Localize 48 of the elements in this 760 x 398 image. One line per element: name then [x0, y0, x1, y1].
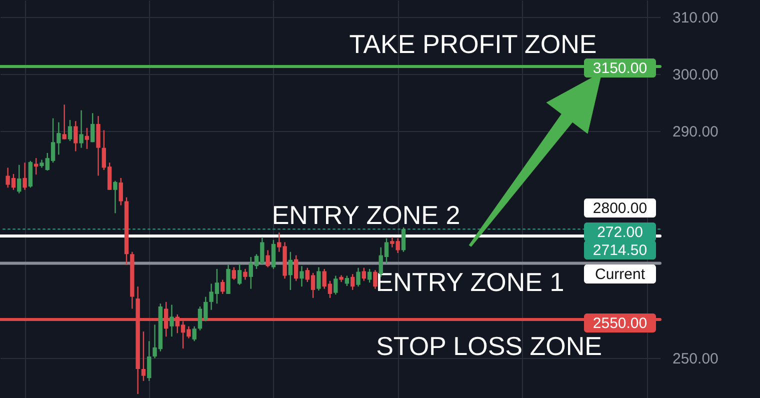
ref-line-label: TAKE PROFIT ZONE	[349, 29, 597, 59]
candlestick	[62, 104, 66, 140]
annotation: 272.00	[597, 224, 643, 241]
candlestick	[344, 275, 350, 287]
candlestick	[288, 251, 293, 291]
candlestick	[74, 120, 78, 152]
candlestick	[22, 162, 27, 191]
candlestick	[147, 340, 152, 382]
ref-line-label: ENTRY ZONE 1	[376, 267, 564, 297]
ref-line-label: STOP LOSS ZONE	[376, 331, 602, 361]
candlestick	[356, 267, 360, 288]
candlestick	[232, 266, 236, 280]
candlestick	[90, 112, 95, 143]
candlestick	[96, 115, 100, 176]
candlestick	[84, 127, 90, 150]
annotation: 3150.00	[592, 60, 648, 77]
candlestick	[367, 268, 372, 284]
candlestick	[294, 254, 298, 282]
candlestick	[266, 250, 270, 268]
annotation: 2550.00	[592, 315, 648, 332]
candlestick	[271, 239, 276, 270]
annotation: 2714.50	[592, 242, 648, 259]
candlestick	[113, 180, 118, 214]
y-tick-label: 310.00	[672, 10, 718, 27]
candlestick	[141, 330, 146, 382]
candlestick	[79, 110, 84, 148]
candlestick	[237, 263, 242, 286]
candlestick	[118, 177, 123, 206]
candlestick	[34, 157, 38, 176]
candlestick	[334, 275, 338, 296]
candlestick	[68, 119, 72, 142]
candlestick	[300, 265, 304, 288]
candlestick	[170, 304, 174, 338]
candlestick	[316, 266, 321, 292]
candlestick	[17, 164, 22, 194]
candlestick	[362, 267, 366, 282]
candlestick	[373, 269, 378, 290]
candlestick	[401, 226, 406, 252]
candlestick	[350, 273, 355, 291]
ref-line-label: ENTRY ZONE 2	[272, 200, 460, 230]
y-tick-label: 290.00	[672, 123, 718, 140]
y-tick-label: 250.00	[672, 350, 718, 368]
y-tick-label: 300.00	[672, 66, 718, 84]
candlestick	[243, 268, 248, 280]
candlestick	[192, 326, 196, 342]
annotation: 2800.00	[592, 200, 648, 217]
annotation: Current	[594, 266, 646, 283]
candlestick	[220, 279, 225, 295]
